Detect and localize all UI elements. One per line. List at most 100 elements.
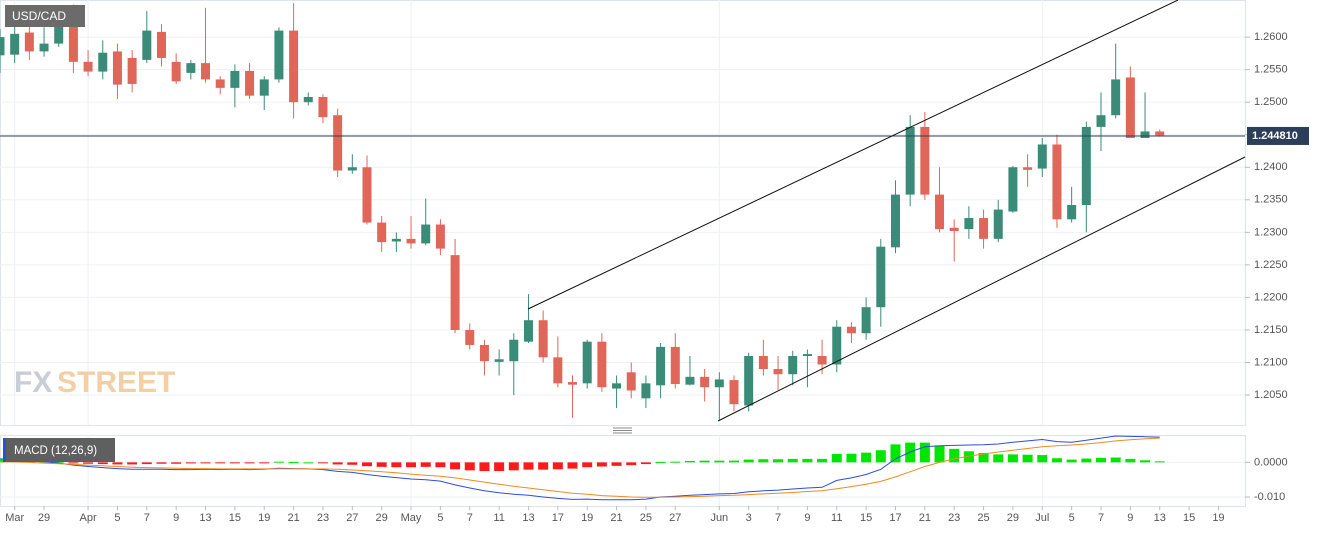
x-tick-label: 13: [522, 512, 534, 524]
candle-body: [832, 326, 842, 365]
y-tick-label: 1.2600: [1254, 31, 1288, 43]
x-tick-label: 21: [919, 512, 931, 524]
candle-body: [1023, 167, 1033, 170]
macd-histogram-bar: [978, 453, 989, 463]
candle-body: [949, 227, 959, 232]
x-tick-label: 21: [610, 512, 622, 524]
macd-histogram-bar: [993, 454, 1004, 463]
macd-histogram-bar: [817, 458, 828, 463]
macd-histogram-bar: [773, 459, 784, 463]
candle-body: [612, 383, 622, 389]
x-tick-label: 17: [552, 512, 564, 524]
symbol-label-box: [5, 5, 85, 27]
macd-histogram-bar: [229, 462, 240, 464]
x-tick-label: 15: [229, 512, 241, 524]
macd-histogram-bar: [464, 462, 475, 471]
candle-body: [758, 356, 768, 370]
macd-histogram-bar: [171, 462, 182, 464]
macd-histogram-bar: [215, 462, 226, 464]
x-tick-label: 5: [1069, 512, 1075, 524]
symbol-label-text: USD/CAD: [12, 9, 66, 23]
watermark-street: STREET: [57, 366, 175, 399]
candle-body: [773, 369, 783, 375]
macd-histogram-bar: [787, 458, 798, 463]
macd-histogram-bar: [68, 462, 79, 464]
macd-label-box: [3, 438, 115, 462]
macd-histogram-bar: [185, 462, 196, 464]
symbol-label: USD/CAD: [5, 5, 85, 27]
y-tick-label: 1.2150: [1254, 324, 1288, 336]
candle-body: [494, 359, 504, 362]
x-tick-label: Mar: [5, 512, 24, 524]
macd-histogram-bar: [802, 458, 813, 463]
macd-histogram-bar: [127, 462, 138, 465]
macd-histogram-bar: [1096, 457, 1106, 463]
macd-histogram-bar: [640, 462, 651, 465]
candle-body: [303, 96, 313, 103]
macd-histogram-bar: [332, 462, 343, 465]
candle-body: [98, 52, 108, 72]
x-tick-label: 19: [1212, 512, 1224, 524]
macd-histogram-bar: [494, 462, 505, 472]
x-tick-label: 13: [199, 512, 211, 524]
candle-body: [1052, 144, 1062, 220]
x-tick-label: 29: [1007, 512, 1019, 524]
y-tick-label: 1.2400: [1254, 161, 1288, 173]
candle-body: [274, 30, 284, 80]
macd-histogram-bar: [273, 461, 284, 463]
macd-histogram-bar: [1007, 454, 1018, 463]
grid: [0, 0, 1245, 506]
candle-body: [289, 30, 299, 103]
candle-body: [1096, 115, 1106, 127]
macd-histogram-bar: [1081, 458, 1092, 463]
candle-body: [1125, 77, 1135, 138]
macd-histogram-bar: [1125, 458, 1136, 463]
x-tick-label: Jun: [710, 512, 728, 524]
x-tick-label: 9: [1127, 512, 1133, 524]
x-tick-label: Apr: [80, 512, 97, 524]
y-tick-label: 1.2550: [1254, 64, 1288, 76]
main-panel-frame: [0, 0, 1246, 426]
candle-body: [347, 167, 357, 171]
macd-histogram-bar: [919, 442, 930, 463]
y-tick-label: 1.2100: [1254, 356, 1288, 368]
x-tick-label: 7: [144, 512, 150, 524]
candle-body: [1140, 131, 1150, 138]
macd-histogram-bar: [567, 462, 578, 469]
macd-histogram-bar: [611, 462, 622, 466]
macd-histogram-bar: [420, 462, 431, 467]
x-tick-label: 27: [669, 512, 681, 524]
candle-body: [509, 339, 519, 362]
macd-macd-line: [0, 435, 1160, 501]
channel-upper: [527, 0, 1179, 310]
macd-y-tick-label: -0.010: [1254, 491, 1285, 503]
candle-body: [685, 376, 695, 385]
candle-body: [656, 346, 666, 386]
panel-splitter[interactable]: [613, 427, 632, 434]
macd-label: MACD (12,26,9): [3, 438, 115, 462]
macd-label-accent: [3, 438, 6, 462]
candle-body: [156, 31, 166, 58]
candle-body: [876, 246, 886, 308]
macd-histogram-bar: [875, 450, 886, 463]
candle-body: [24, 32, 34, 52]
trend-channel: [527, 0, 1246, 422]
candle-body: [905, 126, 915, 195]
macd-histogram-bar: [1022, 454, 1033, 463]
x-tick-label: 7: [467, 512, 473, 524]
x-tick-label: 23: [948, 512, 960, 524]
macd-histogram-bar: [963, 451, 974, 463]
x-tick-label: 13: [1154, 512, 1166, 524]
x-tick-label: 15: [1183, 512, 1195, 524]
x-tick-label: 11: [831, 512, 842, 524]
candle-body: [788, 356, 798, 375]
macd-histogram-bar: [53, 461, 64, 463]
candle-body: [377, 222, 387, 243]
candle-body: [54, 22, 64, 44]
macd-histogram-bar: [538, 462, 549, 470]
x-tick-label: 7: [775, 512, 781, 524]
candle-body: [964, 218, 974, 230]
candle-body: [700, 376, 710, 388]
macd-histogram-bar: [743, 459, 754, 463]
candle-body: [817, 356, 827, 365]
